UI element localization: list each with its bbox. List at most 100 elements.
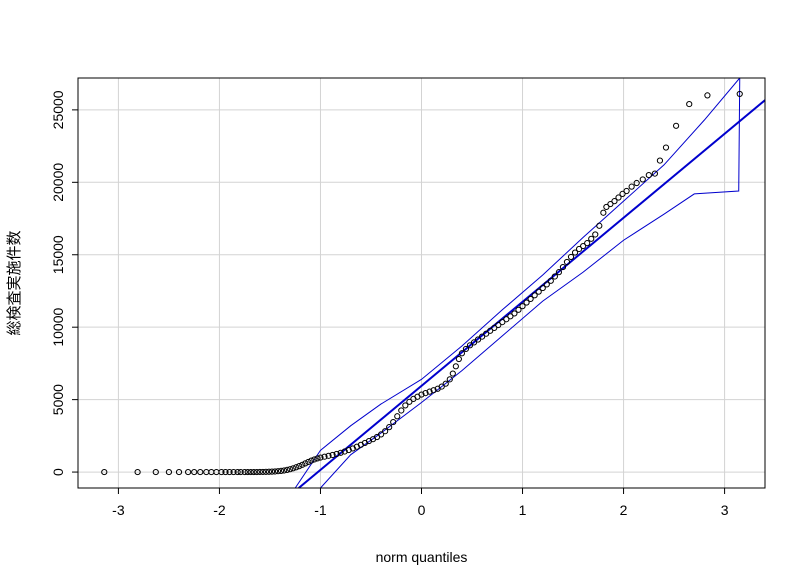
data-point bbox=[539, 284, 546, 292]
data-point bbox=[311, 456, 318, 463]
data-point bbox=[455, 355, 462, 363]
data-point bbox=[588, 235, 595, 242]
data-point bbox=[333, 450, 340, 458]
data-point bbox=[268, 468, 276, 475]
data-point bbox=[571, 249, 579, 256]
data-point bbox=[596, 222, 603, 229]
data-point bbox=[422, 390, 429, 397]
data-point bbox=[293, 464, 300, 471]
data-point bbox=[281, 467, 288, 474]
x-axis-title: norm quantiles bbox=[376, 549, 468, 565]
data-point bbox=[535, 288, 542, 295]
data-point bbox=[487, 327, 494, 334]
data-point bbox=[576, 245, 583, 253]
data-point bbox=[165, 468, 173, 476]
data-point bbox=[704, 92, 711, 99]
data-point bbox=[329, 451, 336, 459]
y-axis: 0 5000 10000 15000 20000 25000 bbox=[50, 90, 78, 476]
data-point bbox=[237, 468, 244, 476]
data-point bbox=[474, 336, 482, 343]
data-point bbox=[191, 468, 198, 476]
data-point bbox=[314, 455, 321, 462]
data-point bbox=[134, 468, 141, 476]
data-point bbox=[382, 428, 389, 435]
data-point bbox=[262, 468, 270, 475]
data-point bbox=[651, 170, 658, 177]
data-point bbox=[672, 122, 680, 129]
data-point bbox=[394, 413, 401, 420]
data-point bbox=[259, 468, 266, 476]
data-point bbox=[234, 468, 241, 476]
data-point bbox=[247, 468, 254, 476]
data-point bbox=[308, 457, 315, 464]
data-point bbox=[296, 463, 303, 470]
data-point bbox=[584, 240, 591, 247]
envelope-lines bbox=[294, 78, 741, 488]
data-point bbox=[503, 316, 510, 323]
data-point bbox=[547, 277, 554, 284]
data-point bbox=[452, 363, 459, 370]
data-point bbox=[531, 292, 538, 299]
data-point bbox=[446, 376, 453, 383]
data-point bbox=[253, 468, 260, 476]
x-tick-label: 2 bbox=[620, 502, 628, 518]
x-tick-label: 0 bbox=[418, 502, 426, 518]
data-point bbox=[230, 468, 237, 476]
data-point bbox=[277, 467, 285, 475]
data-point bbox=[607, 200, 614, 208]
data-point bbox=[592, 231, 599, 238]
data-point bbox=[274, 468, 282, 475]
data-point bbox=[430, 387, 437, 394]
data-point bbox=[656, 157, 664, 164]
data-point bbox=[377, 431, 385, 438]
data-point bbox=[402, 402, 409, 409]
data-point bbox=[559, 263, 567, 271]
envelope-upper-line bbox=[294, 78, 741, 488]
data-point bbox=[555, 269, 563, 276]
data-point bbox=[325, 452, 332, 459]
data-point bbox=[222, 468, 229, 476]
data-point bbox=[519, 303, 526, 310]
x-tick-label: -2 bbox=[213, 502, 226, 518]
data-point bbox=[299, 461, 306, 468]
data-point bbox=[515, 306, 522, 313]
data-point bbox=[197, 468, 204, 476]
data-point bbox=[615, 194, 622, 201]
data-point bbox=[633, 179, 640, 187]
data-point bbox=[244, 468, 251, 476]
data-point bbox=[345, 446, 352, 454]
data-point bbox=[241, 468, 248, 476]
data-point bbox=[662, 144, 670, 151]
grid-lines bbox=[78, 78, 765, 488]
data-point bbox=[567, 253, 575, 261]
data-point bbox=[600, 209, 607, 216]
data-point bbox=[611, 198, 618, 205]
data-point bbox=[628, 183, 635, 190]
data-point bbox=[302, 460, 309, 467]
data-point bbox=[317, 454, 324, 461]
data-point bbox=[499, 319, 506, 326]
data-point bbox=[250, 468, 257, 476]
y-tick-label: 20000 bbox=[50, 163, 66, 202]
data-point bbox=[284, 466, 291, 473]
data-point bbox=[418, 391, 425, 398]
data-point bbox=[426, 388, 433, 395]
data-point bbox=[406, 398, 413, 405]
data-point bbox=[101, 468, 108, 476]
data-point bbox=[175, 468, 183, 476]
data-point bbox=[386, 424, 393, 431]
data-point bbox=[483, 330, 490, 337]
data-point bbox=[563, 258, 571, 266]
data-point bbox=[271, 468, 279, 475]
data-point bbox=[442, 380, 449, 387]
data-point bbox=[438, 383, 445, 390]
y-tick-label: 10000 bbox=[50, 308, 66, 347]
data-point bbox=[462, 345, 470, 353]
x-tick-label: 1 bbox=[519, 502, 527, 518]
x-tick-label: 3 bbox=[721, 502, 729, 518]
data-point bbox=[458, 350, 466, 357]
x-tick-label: -1 bbox=[314, 502, 327, 518]
data-points bbox=[101, 90, 743, 476]
data-point bbox=[551, 273, 558, 280]
data-point bbox=[256, 468, 263, 476]
